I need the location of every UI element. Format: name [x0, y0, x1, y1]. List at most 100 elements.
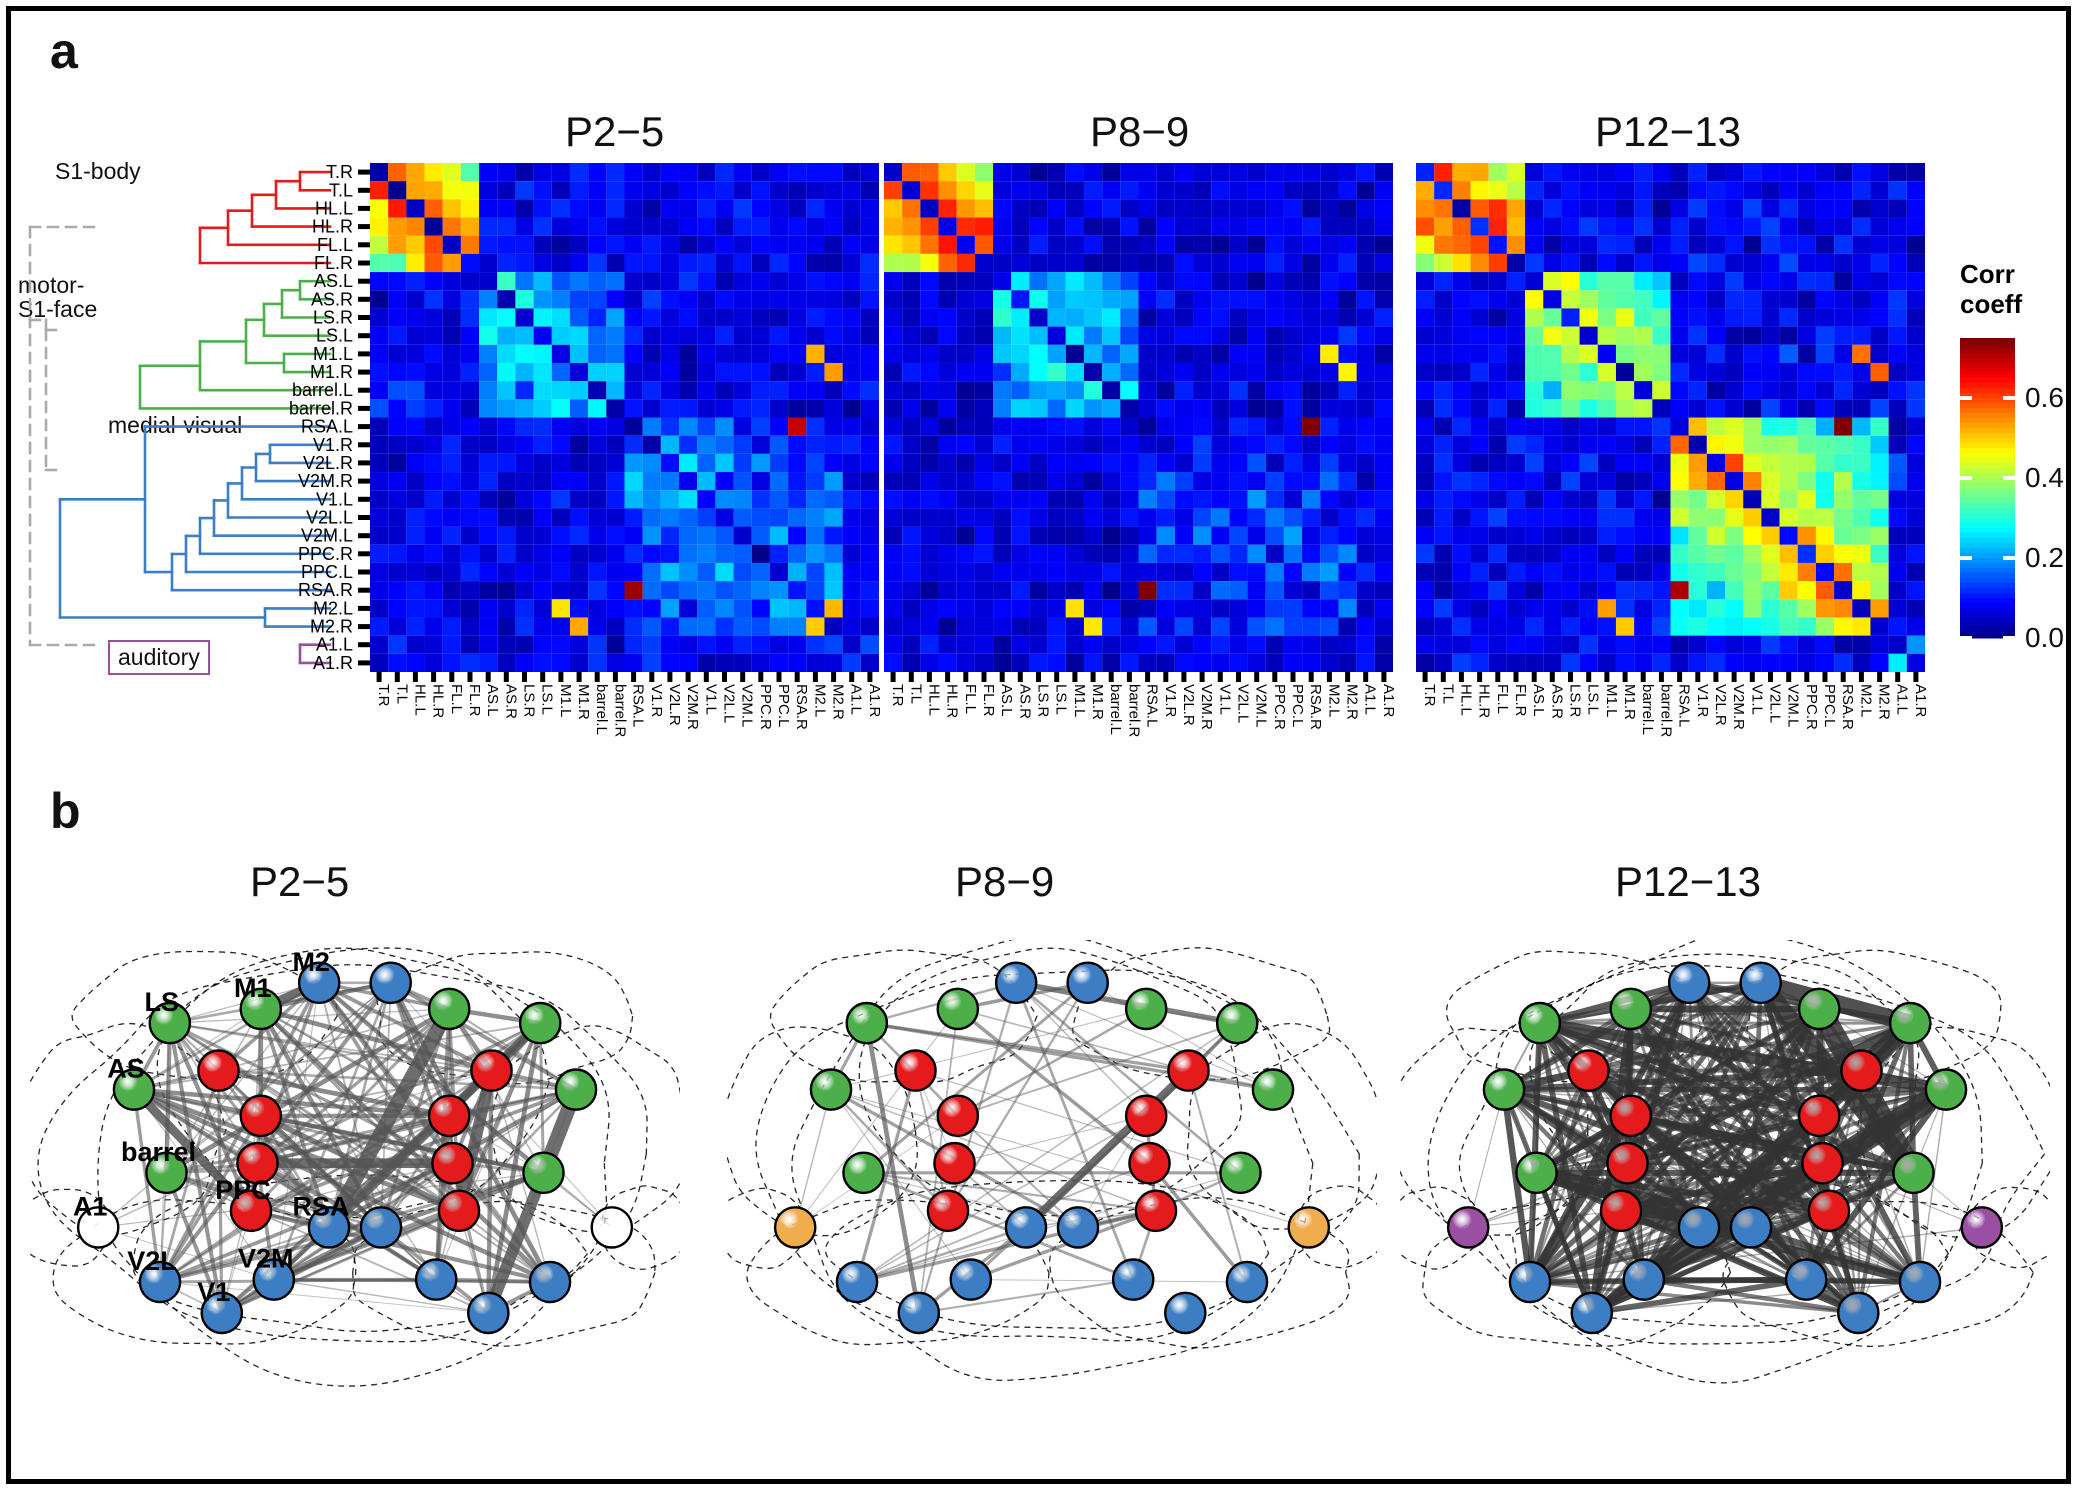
svg-text:FL.L: FL.L — [317, 235, 353, 255]
svg-text:RSA.L: RSA.L — [1144, 684, 1161, 727]
svg-text:LS.R: LS.R — [1567, 684, 1584, 718]
svg-text:PPC.R: PPC.R — [1803, 684, 1820, 730]
svg-text:M2.L: M2.L — [313, 598, 353, 618]
svg-text:PPC.L: PPC.L — [301, 562, 353, 582]
svg-text:AS.L: AS.L — [314, 271, 353, 291]
svg-text:V2L.R: V2L.R — [303, 453, 353, 473]
svg-text:V2M.R: V2M.R — [684, 684, 701, 730]
svg-text:barrel.R: barrel.R — [1657, 684, 1674, 738]
svg-text:RSA.L: RSA.L — [301, 417, 353, 437]
svg-text:V2L.R: V2L.R — [1180, 684, 1197, 726]
svg-text:V1: V1 — [197, 1277, 230, 1307]
svg-text:M1: M1 — [234, 973, 272, 1003]
svg-text:HL.R: HL.R — [944, 684, 961, 718]
svg-text:M1.L: M1.L — [1071, 684, 1088, 717]
svg-text:T.R: T.R — [1421, 684, 1438, 707]
svg-text:V2M.R: V2M.R — [1198, 684, 1215, 730]
svg-text:V2M.R: V2M.R — [298, 471, 353, 491]
svg-text:M1.L: M1.L — [313, 344, 353, 364]
svg-text:A1.R: A1.R — [313, 653, 353, 673]
svg-text:LS.L: LS.L — [1053, 684, 1070, 715]
svg-text:AS.L: AS.L — [484, 684, 501, 717]
svg-text:A1: A1 — [73, 1191, 108, 1221]
svg-text:PPC.L: PPC.L — [1821, 684, 1838, 727]
svg-text:T.L: T.L — [907, 684, 924, 704]
svg-text:V2L.L: V2L.L — [306, 508, 353, 528]
svg-text:0.4: 0.4 — [2025, 462, 2064, 493]
svg-text:0.2: 0.2 — [2025, 542, 2064, 573]
svg-text:V1.L: V1.L — [1748, 684, 1765, 715]
svg-text:AS.R: AS.R — [502, 684, 519, 719]
svg-text:V1.R: V1.R — [1694, 684, 1711, 718]
svg-text:M1.L: M1.L — [1603, 684, 1620, 717]
svg-text:V2L.R: V2L.R — [666, 684, 683, 726]
svg-text:RSA.L: RSA.L — [1676, 684, 1693, 727]
svg-text:A1.L: A1.L — [1362, 684, 1379, 715]
svg-text:V2L.L: V2L.L — [1235, 684, 1252, 723]
svg-text:PPC.R: PPC.R — [298, 544, 353, 564]
svg-text:barrel.L: barrel.L — [1107, 684, 1124, 735]
svg-text:LS.R: LS.R — [1035, 684, 1052, 718]
svg-text:V1.L: V1.L — [316, 489, 353, 509]
svg-text:V1.L: V1.L — [1216, 684, 1233, 715]
svg-text:M1.R: M1.R — [1089, 684, 1106, 720]
svg-text:T.R: T.R — [889, 684, 906, 707]
svg-text:FL.L: FL.L — [962, 684, 979, 714]
svg-text:A1.R: A1.R — [866, 684, 883, 718]
svg-text:barrel.L: barrel.L — [292, 380, 353, 400]
svg-text:HL.R: HL.R — [1476, 684, 1493, 718]
svg-text:RSA.R: RSA.R — [1307, 684, 1324, 730]
svg-text:AS.R: AS.R — [311, 289, 353, 309]
svg-text:M2.L: M2.L — [1857, 684, 1874, 717]
svg-text:AS.L: AS.L — [1530, 684, 1547, 717]
svg-text:HL.R: HL.R — [312, 217, 353, 237]
svg-text:LS.R: LS.R — [313, 308, 353, 328]
svg-text:M1.L: M1.L — [557, 684, 574, 717]
svg-text:V2M.L: V2M.L — [739, 684, 756, 727]
svg-text:RSA.L: RSA.L — [630, 684, 647, 727]
svg-text:RSA: RSA — [292, 1191, 349, 1221]
svg-text:A1.R: A1.R — [1380, 684, 1397, 718]
svg-text:FL.R: FL.R — [1512, 684, 1529, 717]
svg-text:V2L.L: V2L.L — [721, 684, 738, 723]
svg-text:PPC: PPC — [215, 1175, 271, 1205]
svg-text:PPC.L: PPC.L — [1289, 684, 1306, 727]
svg-text:A1.R: A1.R — [1912, 684, 1929, 718]
svg-text:V2M.R: V2M.R — [1730, 684, 1747, 730]
svg-text:M1.R: M1.R — [310, 362, 353, 382]
svg-text:0.6: 0.6 — [2025, 382, 2064, 413]
svg-text:0.0: 0.0 — [2025, 622, 2064, 653]
svg-text:LS: LS — [145, 987, 180, 1017]
svg-text:M1.R: M1.R — [575, 684, 592, 720]
svg-text:LS.R: LS.R — [521, 684, 538, 718]
svg-text:V1.L: V1.L — [702, 684, 719, 715]
svg-text:V1.R: V1.R — [648, 684, 665, 718]
svg-text:M1.R: M1.R — [1621, 684, 1638, 720]
svg-text:PPC.R: PPC.R — [1271, 684, 1288, 730]
svg-text:barrel.L: barrel.L — [593, 684, 610, 735]
svg-text:barrel.R: barrel.R — [611, 684, 628, 738]
svg-text:V2M.L: V2M.L — [301, 526, 353, 546]
svg-text:barrel.R: barrel.R — [1125, 684, 1142, 738]
svg-text:FL.L: FL.L — [448, 684, 465, 714]
svg-text:barrel: barrel — [121, 1137, 196, 1167]
svg-text:RSA.R: RSA.R — [1839, 684, 1856, 730]
svg-text:HL.L: HL.L — [1457, 684, 1474, 716]
svg-text:V2L.R: V2L.R — [1712, 684, 1729, 726]
svg-text:V2M: V2M — [238, 1244, 294, 1274]
svg-text:T.R: T.R — [375, 684, 392, 707]
svg-text:V2M.L: V2M.L — [1253, 684, 1270, 727]
svg-text:M2: M2 — [292, 947, 330, 977]
svg-text:T.L: T.L — [1439, 684, 1456, 704]
svg-text:V2L: V2L — [127, 1246, 177, 1276]
svg-text:M2.R: M2.R — [1876, 684, 1893, 720]
svg-text:T.L: T.L — [393, 684, 410, 704]
svg-text:LS.L: LS.L — [316, 326, 353, 346]
svg-text:M2.R: M2.R — [1344, 684, 1361, 720]
svg-text:PPC.L: PPC.L — [775, 684, 792, 727]
svg-text:AS.R: AS.R — [1548, 684, 1565, 719]
svg-text:V2L.L: V2L.L — [1767, 684, 1784, 723]
svg-text:M2.L: M2.L — [1325, 684, 1342, 717]
svg-text:HL.L: HL.L — [315, 198, 353, 218]
svg-text:barrel.R: barrel.R — [289, 398, 353, 418]
